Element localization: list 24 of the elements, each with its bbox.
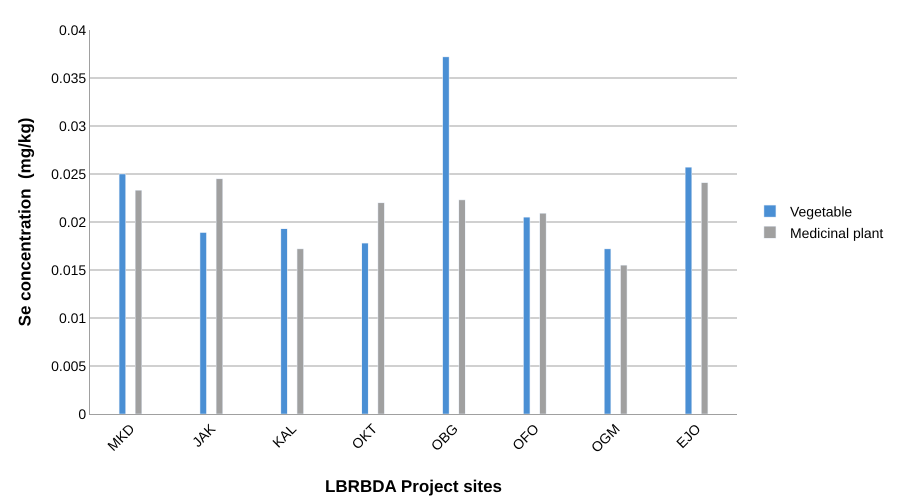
x-tick-label: KAL: [269, 420, 300, 451]
legend-label: Vegetable: [790, 204, 852, 220]
y-tick-label: 0.005: [51, 358, 86, 374]
bar: [604, 248, 612, 414]
bar: [118, 174, 126, 414]
bar: [200, 232, 207, 414]
y-tick-label: 0: [78, 406, 86, 422]
bar: [361, 242, 368, 414]
legend-label: Medicinal plant: [790, 224, 884, 241]
y-tick-label: 0.04: [58, 22, 86, 38]
y-tick-label: 0.035: [51, 70, 86, 86]
bar: [684, 167, 692, 414]
x-tick-label: EJO: [673, 420, 704, 452]
x-tick-label: JAK: [188, 420, 219, 450]
y-tick-label: 0.01: [58, 310, 86, 326]
y-tick-label: 0.015: [51, 262, 86, 278]
y-axis-title: Se concentration (mg/kg): [16, 118, 35, 326]
y-tick-label: 0.025: [51, 166, 86, 182]
y-tick-label: 0.02: [58, 214, 86, 230]
y-tick-label: 0.03: [58, 118, 86, 134]
bar: [523, 216, 530, 414]
bar: [280, 228, 288, 414]
bar: [442, 56, 450, 414]
x-axis-title: LBRBDA Project sites: [325, 476, 502, 496]
